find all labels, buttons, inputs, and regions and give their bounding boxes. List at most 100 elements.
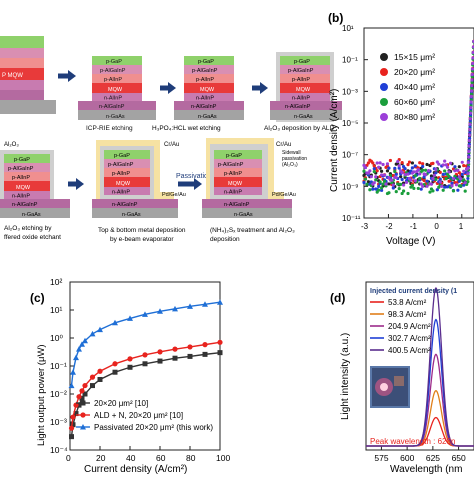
panel-b-point [431,161,435,165]
layer-mqw: MQW [228,181,243,187]
panel-b-ytick-label: 10⁻⁹ [342,182,359,191]
panel-b-point [468,111,473,115]
panel-b-point [421,164,425,169]
layer-al2o3: Al₂O₃ [4,142,19,148]
panel-c-legend-marker [80,412,86,418]
panel-b-ytick-label: 10¹ [342,24,354,33]
layer-palinp: p-AlInP [196,77,214,83]
panel-b-point [372,181,376,185]
panel-b-legend-entry: 40×40 μm² [394,82,435,92]
panel-b-point [410,166,414,170]
panel-b-point [428,190,432,194]
panel-b-point [443,159,447,163]
panel-b-point [470,80,474,85]
panel-c-legend-marker [80,424,86,430]
sidewall-label-1: Sidewall [282,150,301,156]
device-photo-inset [370,366,410,408]
panel-b-point [391,186,395,190]
panel-b-xlabel: Voltage (V) [386,236,435,247]
panel-c-point [79,388,85,394]
panel-b-point [374,175,378,179]
panel-b-point [406,172,410,176]
panel-b-point [387,176,391,180]
panel-b-xtick-label: -3 [361,222,369,231]
layer-nalinp: n-AlInP [12,194,30,200]
panel-b-point [419,187,423,191]
panel-b-point [424,173,428,177]
panel-d-label: (d) [330,291,345,305]
panel-b-point [390,181,394,185]
panel-b-point [382,173,387,177]
panel-c-xtick-label: 20 [96,453,106,463]
panel-b-point [372,164,376,168]
panel-c-ytick-label: 10² [50,277,62,287]
layer-nalgainp: n-AlGaInP [224,202,250,208]
panel-c-legend-entry: Passivated 20×20 μm² (this work) [94,423,213,432]
panel-b-point [467,150,471,154]
panel-c-ytick-label: 10⁻¹ [50,361,67,371]
layer-ngaas: n-GaAs [234,212,253,218]
panel-c-point [112,319,118,326]
panel-c-point [127,356,133,362]
step-label-metal-2: by e-beam evaporator [110,236,174,243]
panel-b-point [425,162,429,167]
panel-b-point [384,182,388,186]
panel-c-xtick-label: 0 [66,453,71,463]
panel-c-point [142,361,148,367]
layer-nalinp: n-AlInP [224,190,242,196]
panel-c-ytick-label: 10⁰ [50,333,63,343]
panel-c-point [112,361,118,367]
panel-b-point [397,164,401,168]
panel-b-point [450,181,454,185]
panel-b-point [413,174,417,178]
panel-d-legend-entry: 400.5 A/cm² [388,346,431,355]
panel-b-point [366,161,370,165]
panel-b-point [426,169,431,173]
panel-b-point [466,166,470,170]
layer-palinp: p-AlInP [292,77,310,83]
panel-c-point [172,305,178,312]
panel-b-point [362,169,366,173]
panel-b-point [468,127,472,132]
panel-c-point [187,303,193,309]
panel-b-point [457,179,461,183]
panel-c-point [79,395,85,401]
panel-b-point [380,188,384,192]
panel-b-point [470,72,474,77]
panel-c-xtick-label: 60 [156,453,166,463]
layer-ngaas: n-GaAs [198,114,217,120]
panel-b-point [374,178,378,182]
panel-d-xtick-label: 600 [400,453,414,463]
panel-b-point [363,177,368,181]
panel-b-point [399,175,403,179]
layer-nalinp: n-AlInP [112,190,130,196]
panel-c-point [127,364,133,370]
panel-b-point [372,167,376,171]
panel-c-point [127,315,133,321]
panel-b-point [463,181,467,185]
panel-c-point [82,337,88,344]
panel-b-point [391,183,395,187]
panel-b-legend-entry: 60×60 μm² [394,97,435,107]
step-label-icp: ICP-RIE etching [86,125,133,132]
panel-b-point [371,187,375,191]
step-label-wet-etch: H₃PO₄:HCL wet etching [152,125,221,132]
panel-d-xtick-label: 650 [452,453,466,463]
panel-c-point [142,311,148,317]
panel-b-point [416,186,420,191]
panel-b-point [466,172,470,176]
layer-nalgainp: n-AlGaInP [191,104,217,110]
panel-b-point [381,182,385,186]
panel-a-process-flow: P MQW p-GaP p-AlGaInP p-AlInP MQW n-AlIn… [0,36,342,243]
panel-b-point [387,191,391,195]
panel-b-point [440,184,444,188]
panel-b-point [460,160,464,164]
layer-pgap: p-GaP [106,59,122,65]
panel-b-point [385,162,390,166]
panel-b-point [446,165,450,169]
panel-b-point [441,163,445,167]
device-step-6: p-GaP p-AlGaInP p-AlInP MQW n-AlInP n-Al… [92,140,186,218]
panel-b-legend-marker [380,53,388,61]
panel-b-point [397,166,401,170]
device-step-7: p-GaP p-AlGaInP p-AlInP MQW n-AlInP n-Al… [202,138,307,218]
